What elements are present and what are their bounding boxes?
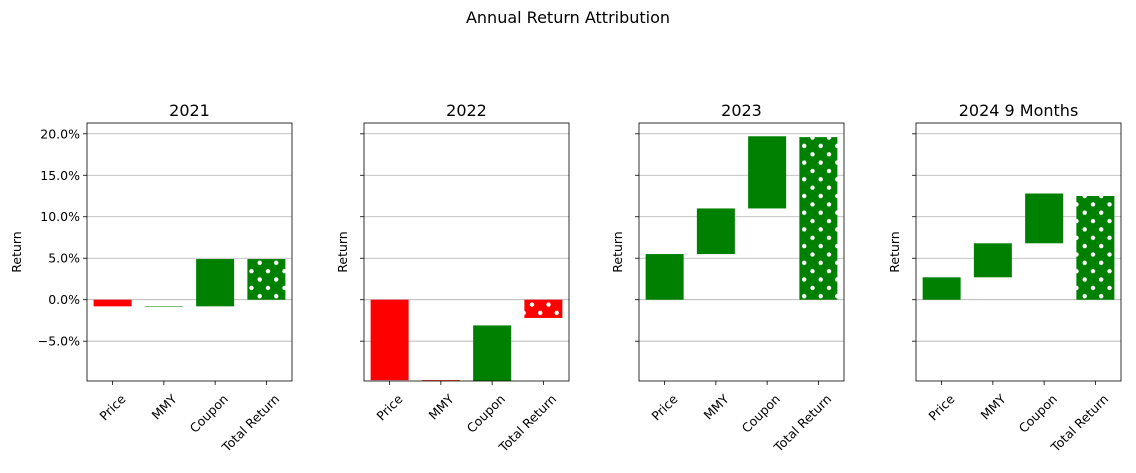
bar-coupon <box>196 259 235 307</box>
bars-group <box>645 136 838 300</box>
x-tick-label: Coupon <box>464 391 508 435</box>
bar-coupon <box>1025 193 1064 244</box>
y-tick-label: 15.0% <box>40 168 80 183</box>
chart-title: Annual Return Attribution <box>466 8 670 27</box>
y-axis-label: Return <box>887 231 902 272</box>
y-tick-label: 5.0% <box>48 251 80 266</box>
bar-mmy <box>421 380 460 381</box>
panel-title: 2021 <box>169 101 210 120</box>
bar-price <box>370 299 409 381</box>
y-axis-label: Return <box>610 231 625 272</box>
x-tick-label: Price <box>96 391 128 423</box>
bar-total-return <box>247 259 286 300</box>
bars-group <box>922 193 1115 300</box>
bar-total-return <box>799 137 838 300</box>
bars-group <box>370 299 563 381</box>
panel-title: 2023 <box>721 101 762 120</box>
axes-frame <box>363 122 570 382</box>
x-tick-label: Price <box>648 391 680 423</box>
x-tick-label: MMY <box>426 391 458 423</box>
x-tick-label: Coupon <box>187 391 231 435</box>
axes-frame <box>86 122 293 382</box>
bar-mmy <box>696 208 735 255</box>
x-tick-label: MMY <box>701 391 733 423</box>
x-tick-label: MMY <box>149 391 181 423</box>
bar-price <box>645 254 684 300</box>
bar-coupon <box>748 136 787 209</box>
panel-title: 2022 <box>446 101 487 120</box>
bar-coupon <box>473 325 512 381</box>
bar-mmy <box>973 243 1012 278</box>
axes-frame <box>915 122 1122 382</box>
bars-group <box>93 259 286 307</box>
bar-total-return <box>1076 196 1115 300</box>
panel-0: −5.0% 0.0% 5.0% 10.0% 15.0% 20.0% Price MMY Coup… <box>9 101 293 455</box>
x-tick-label: Coupon <box>739 391 783 435</box>
bar-price <box>93 299 132 307</box>
panel-title: 2024 9 Months <box>959 101 1079 120</box>
x-tick-label: Price <box>925 391 957 423</box>
y-tick-label: 10.0% <box>40 209 80 224</box>
y-tick-label: 0.0% <box>48 292 80 307</box>
bar-mmy <box>144 306 183 307</box>
x-tick-label: Price <box>373 391 405 423</box>
y-tick-label: −5.0% <box>38 334 80 349</box>
axes-frame <box>638 122 845 382</box>
y-axis-label: Return <box>9 231 24 272</box>
x-tick-label: Coupon <box>1016 391 1060 435</box>
bar-price <box>922 277 961 300</box>
x-tick-label: MMY <box>978 391 1010 423</box>
bar-total-return <box>524 299 563 318</box>
y-tick-label: 20.0% <box>40 126 80 141</box>
y-axis-label: Return <box>335 231 350 272</box>
